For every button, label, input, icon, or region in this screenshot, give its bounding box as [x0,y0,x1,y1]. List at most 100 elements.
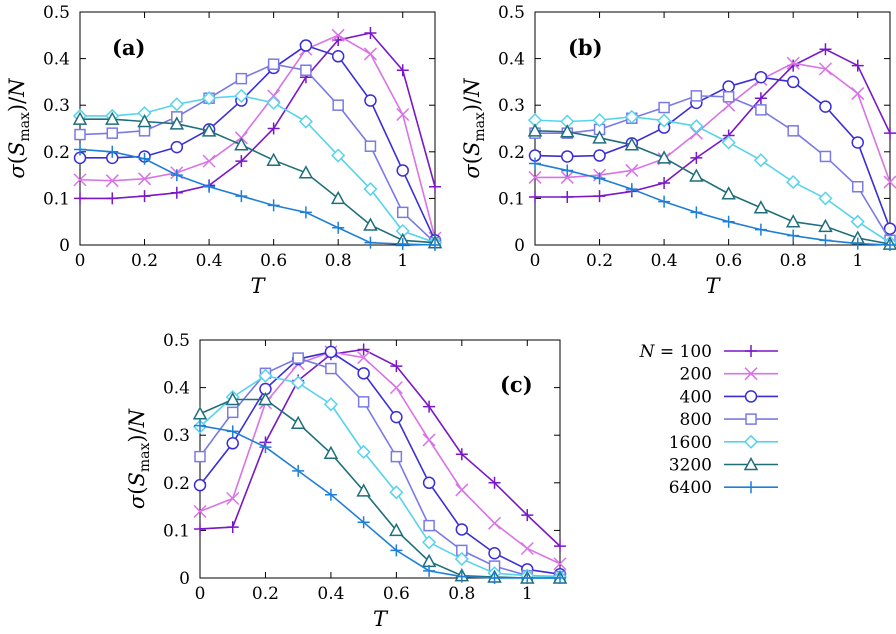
series-800 [74,58,441,249]
legend-marker [744,367,758,381]
data-point [592,130,607,144]
data-point [73,173,87,187]
data-point [357,367,370,380]
data-point [593,172,606,185]
legend-marker [744,390,758,403]
x-tick-label: 0.6 [260,251,287,271]
data-point [138,152,151,165]
series-line [534,130,891,245]
y-tick-label: 0.2 [163,474,190,494]
data-point [429,180,441,193]
y-tick-label: 0.2 [43,143,70,163]
series-line [199,374,561,578]
x-tick-label: 0.8 [780,251,807,271]
data-point [528,170,542,184]
data-point [883,175,896,189]
data-point [194,450,206,463]
x-tick-label: 0.6 [715,251,742,271]
data-point [169,97,184,112]
data-point [258,368,273,383]
data-point [363,47,377,61]
data-point [267,58,280,70]
data-point [520,541,534,556]
data-point [529,157,541,170]
data-point [106,127,119,139]
data-point [137,113,152,128]
data-point [593,190,606,203]
y-tick-label: 0.5 [163,331,190,351]
x-axis-label: T [705,274,721,298]
data-point [364,236,377,249]
legend-label: 3200 [669,456,712,476]
data-point [235,72,248,85]
data-point [560,170,574,184]
y-tick-label: 0.2 [498,143,525,163]
data-point [106,145,119,158]
series-6400 [74,143,441,251]
series-100 [529,43,896,204]
x-tick-label: 1 [852,251,863,271]
data-point [74,143,86,156]
data-point [851,59,864,72]
series-200 [73,28,442,245]
data-point [721,135,736,150]
data-point [624,109,639,124]
data-point [521,509,534,522]
data-point [624,137,640,151]
data-point [105,111,120,125]
data-point [786,75,800,89]
data-point [234,137,249,151]
series-3200 [192,391,568,584]
data-point [266,95,281,110]
data-point [202,154,216,168]
data-point [357,343,370,356]
data-point [235,190,248,203]
data-point [754,92,767,105]
data-point [331,148,346,163]
data-point [753,153,768,168]
data-point [396,206,409,219]
data-point [690,206,703,219]
data-point [193,478,207,492]
y-tick-label: 0.3 [498,96,525,116]
data-point [390,360,403,373]
data-point [364,26,377,39]
data-point [884,239,896,251]
data-point [235,155,248,168]
data-point [267,122,280,135]
panel-label: (a) [112,35,145,60]
legend-label: 1600 [669,433,712,453]
x-tick-label: 0 [195,584,206,604]
data-point [690,90,703,102]
data-point [819,234,832,247]
data-point [527,123,543,137]
data-point [203,180,216,193]
data-point [429,239,441,251]
data-point [851,181,864,193]
data-point [786,56,800,70]
legend-marker [745,481,757,494]
x-tick-label: 0.2 [586,251,613,271]
panel-a: 0 0.2 0.4 0.6 0.8 1 0 0.1 0.2 0.3 0.4 0.5 Tσ(Smax)/N… [5,3,443,298]
data-point [364,94,377,107]
y-tick-label: 0.3 [43,96,70,116]
legend-label: N = 100 [639,342,712,362]
legend-marker [745,413,757,425]
panel-label: (c) [500,372,533,397]
data-point [554,572,566,584]
panel-b: 0 0.2 0.4 0.6 0.8 1 0 0.1 0.2 0.3 0.4 0.5 Tσ(Smax)/N… [460,3,896,298]
y-tick-label: 0.4 [163,379,190,399]
data-point [787,125,799,137]
data-point [488,546,501,560]
data-point [658,101,670,114]
data-point [325,362,337,375]
x-tick-label: 1 [397,251,408,271]
data-point [357,351,371,365]
data-point [72,111,88,125]
data-point [299,39,313,52]
x-tick-label: 0 [530,251,541,271]
data-point [194,419,206,432]
data-point [234,88,249,103]
series-line [79,34,436,239]
